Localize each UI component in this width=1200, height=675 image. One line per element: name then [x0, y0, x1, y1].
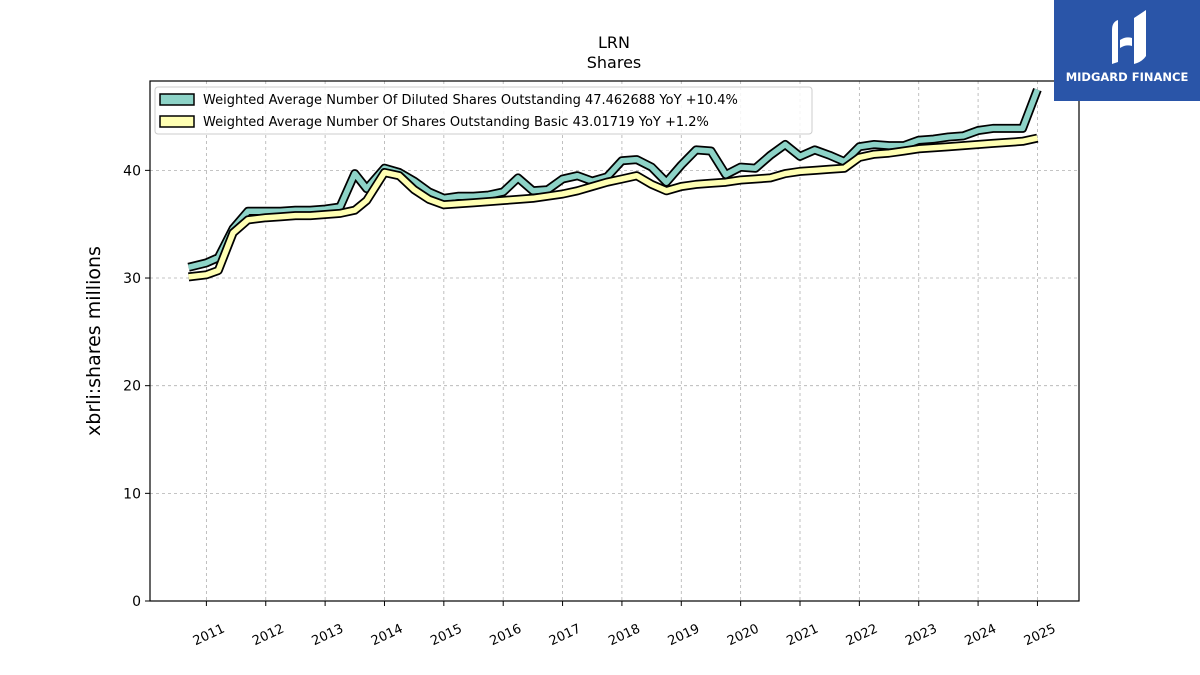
- x-tick-label: 2020: [725, 622, 761, 650]
- y-tick-label: 10: [123, 486, 141, 502]
- y-tick-label: 30: [123, 271, 141, 287]
- brand-logo: MIDGARD FINANCE: [1054, 0, 1200, 101]
- x-tick-label: 2012: [250, 622, 286, 650]
- series-basic-line: [188, 135, 1038, 280]
- x-tick-label: 2021: [784, 622, 820, 650]
- plot-frame: [149, 80, 1080, 602]
- x-tick-label: 2017: [547, 622, 583, 650]
- x-tick-label: 2024: [963, 622, 999, 650]
- logo-text: MIDGARD FINANCE: [1065, 70, 1189, 84]
- series-diluted-line: [187, 88, 1040, 270]
- chart-title: LRN: [598, 33, 630, 52]
- chart-title-group: LRN Shares: [587, 33, 642, 72]
- y-tick-label: 0: [132, 594, 141, 610]
- x-tick-label: 2016: [488, 622, 524, 650]
- legend: Weighted Average Number Of Diluted Share…: [154, 86, 813, 135]
- x-tick-label: 2015: [428, 622, 464, 650]
- legend-swatch-basic: [159, 115, 195, 128]
- legend-box: [154, 86, 813, 135]
- x-tick-label: 2019: [666, 622, 702, 650]
- legend-label-basic: Weighted Average Number Of Shares Outsta…: [203, 115, 709, 130]
- series-layer: [187, 87, 1042, 282]
- legend-label-diluted: Weighted Average Number Of Diluted Share…: [203, 93, 738, 108]
- x-tick-label: 2023: [903, 622, 939, 650]
- x-tick-label: 2022: [844, 622, 880, 650]
- x-tick-label: 2013: [310, 622, 346, 650]
- x-tick-label: 2011: [191, 622, 227, 650]
- y-axis-label: xbrli:shares millions: [83, 246, 105, 436]
- y-axis: 0 10 20 30 40: [123, 163, 150, 610]
- x-tick-label: 2025: [1022, 622, 1058, 650]
- chart-subtitle: Shares: [587, 53, 642, 72]
- x-axis: 2011 2012 2013 2014 2015 2016 2017 2018 2019 2020…: [191, 601, 1058, 649]
- midgard-logo-icon: [1112, 10, 1146, 64]
- legend-swatch-diluted: [159, 93, 195, 106]
- y-tick-label: 20: [123, 379, 141, 395]
- x-tick-label: 2018: [606, 622, 642, 650]
- y-tick-label: 40: [123, 163, 141, 179]
- grid: [150, 81, 1079, 601]
- x-tick-label: 2014: [369, 622, 405, 650]
